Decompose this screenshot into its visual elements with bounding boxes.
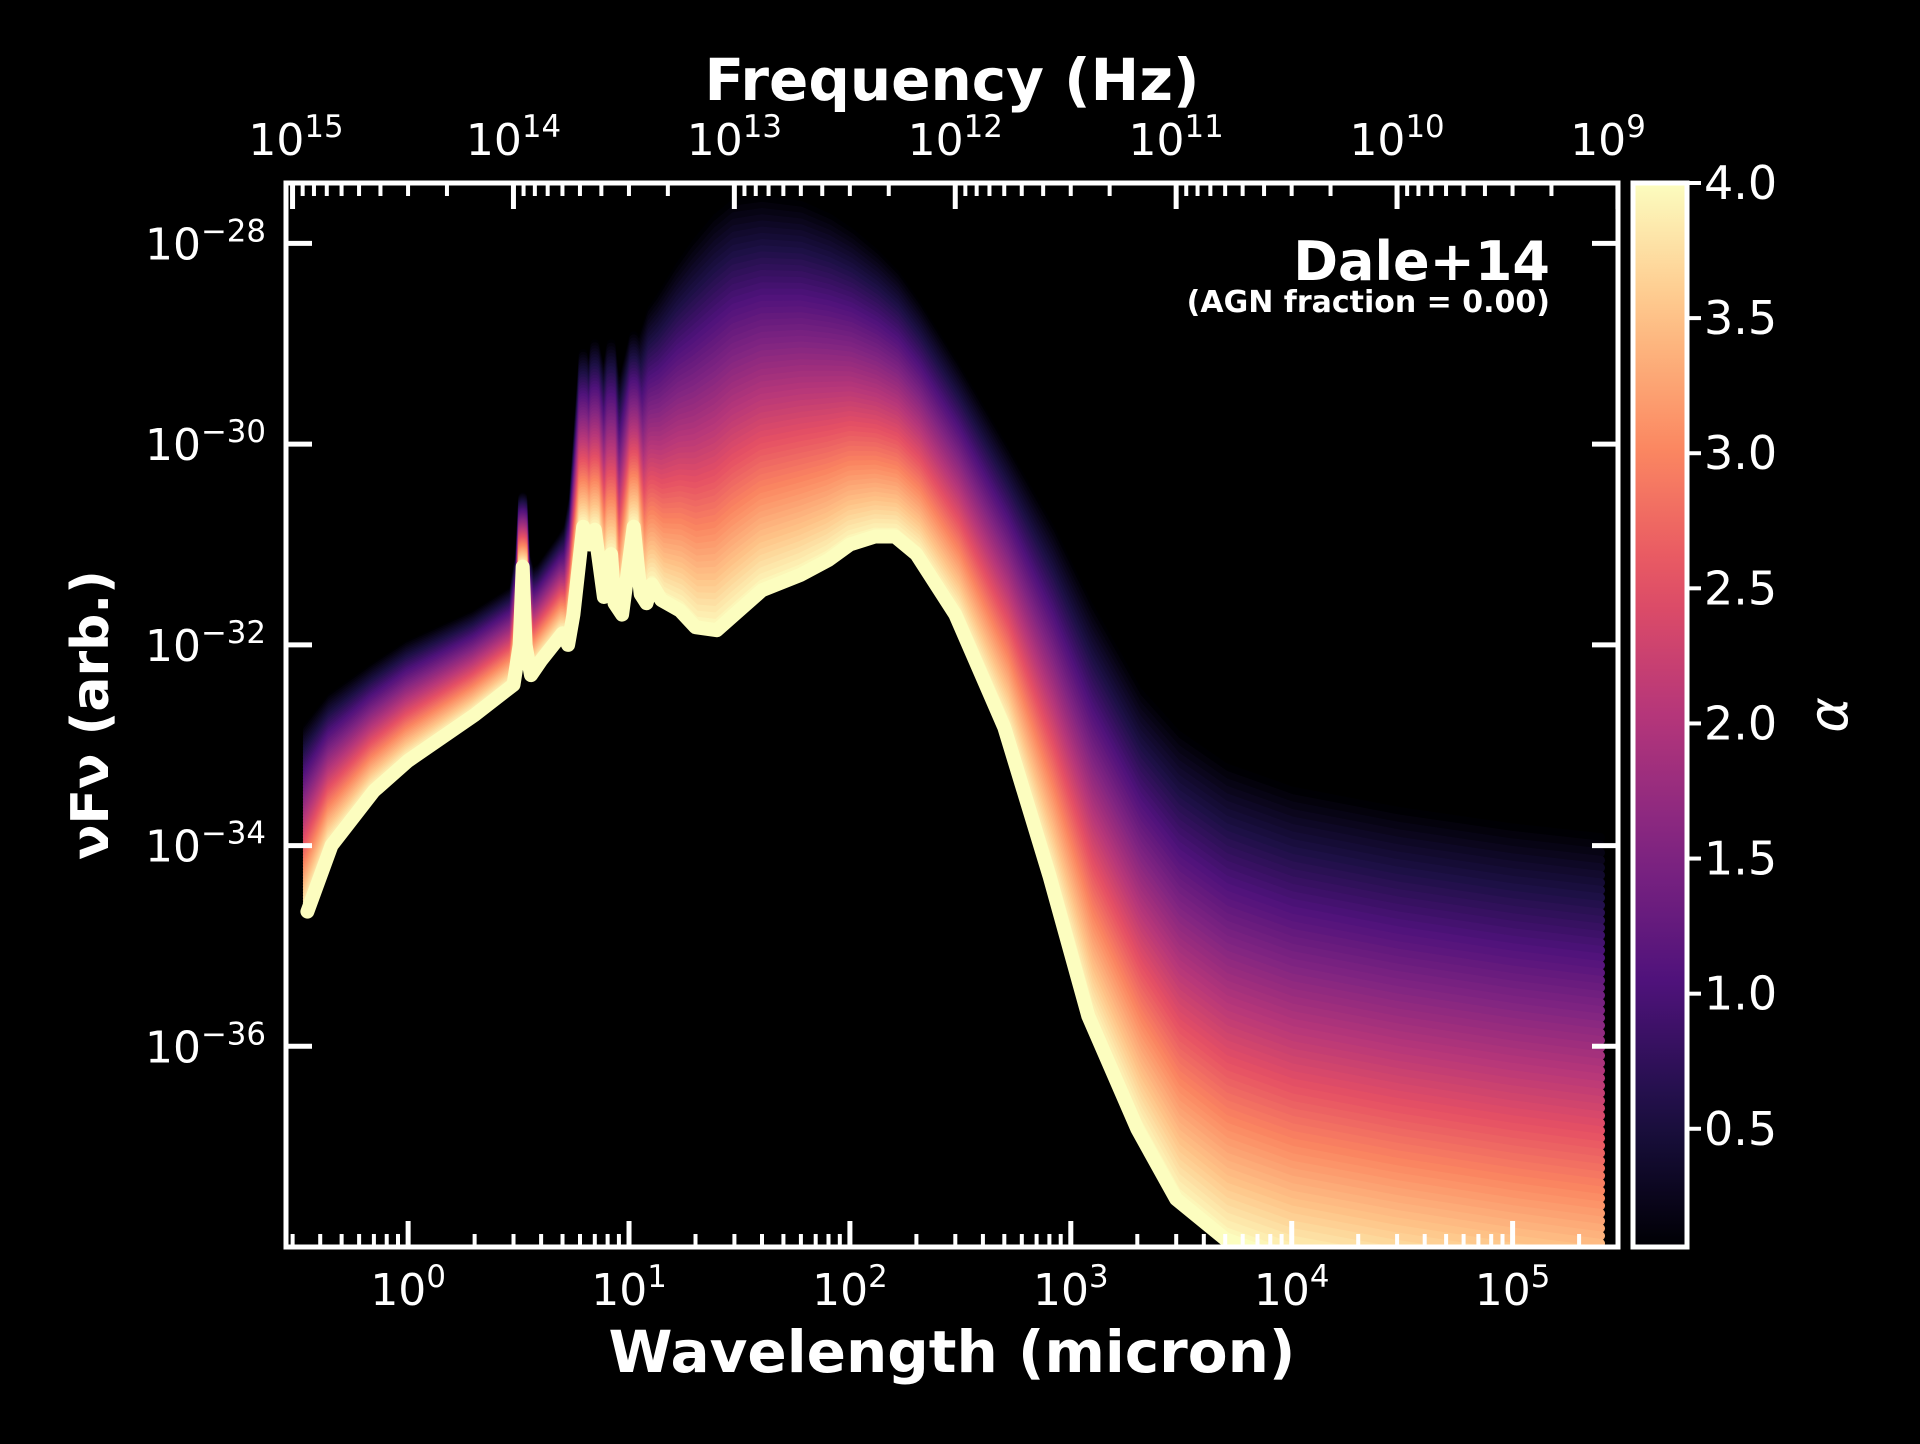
series-family bbox=[300, 195, 1605, 1247]
annotation-title: Dale+14 bbox=[1293, 230, 1550, 293]
x-tick-label: 100 bbox=[370, 1259, 446, 1316]
colorbar-label: α bbox=[1797, 697, 1860, 733]
colorbar-tick-label: 3.5 bbox=[1704, 291, 1777, 345]
colorbar-tick-label: 1.5 bbox=[1704, 832, 1777, 886]
colorbar-tick-label: 4.0 bbox=[1704, 156, 1777, 210]
annotation-subtitle: (AGN fraction = 0.00) bbox=[1187, 285, 1550, 320]
top-axis-title: Frequency (Hz) bbox=[705, 46, 1200, 114]
x-axis-title: Wavelength (micron) bbox=[609, 1318, 1296, 1386]
x2-tick-label: 1013 bbox=[687, 109, 782, 166]
x2-tick-label: 109 bbox=[1570, 109, 1646, 166]
colorbar bbox=[1630, 180, 1690, 1250]
series-line-alpha-4.000 bbox=[300, 519, 1269, 1247]
colorbar-tick-label: 3.0 bbox=[1704, 426, 1777, 480]
colorbar-ticks: 0.5 1.0 1.5 2.0 2.5 3.0 3.5 4.0 bbox=[1687, 156, 1777, 1156]
colorbar-tick-label: 2.5 bbox=[1704, 561, 1777, 615]
plot-frame bbox=[283, 180, 1621, 1250]
colorbar-tick-label: 2.0 bbox=[1704, 696, 1777, 750]
y-axis-title: νFν (arb.) bbox=[61, 570, 121, 860]
colorbar-tick-label: 0.5 bbox=[1704, 1102, 1777, 1156]
colorbar-tick-label: 1.0 bbox=[1704, 967, 1777, 1021]
